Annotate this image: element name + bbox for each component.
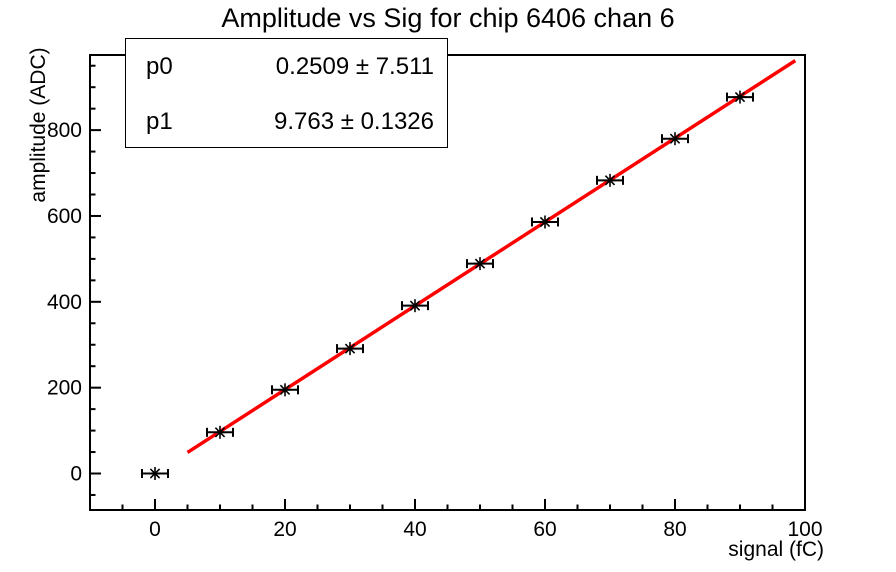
data-point [271, 383, 299, 397]
data-point [141, 467, 169, 481]
stats-param-name: p1 [146, 107, 173, 135]
marker-stroke [409, 300, 421, 311]
x-axis-title-anchor: signal (fC) [0, 538, 824, 562]
marker-stroke [279, 384, 291, 395]
x-tick-label: 60 [533, 518, 556, 541]
y-tick-label: 400 [47, 291, 82, 314]
x-tick-label: 20 [273, 518, 296, 541]
data-point [466, 257, 494, 271]
y-tick-label: 200 [47, 377, 82, 400]
data-point [726, 90, 754, 104]
data-point [661, 132, 689, 146]
fit-stats-box: p0 0.2509 ± 7.511 p1 9.763 ± 0.1326 [125, 38, 448, 148]
stats-row-p0: p0 0.2509 ± 7.511 [126, 39, 447, 94]
data-point [531, 215, 559, 229]
marker-stroke [149, 468, 161, 479]
y-axis-title: amplitude (ADC) [27, 47, 50, 203]
x-tick-label: 40 [403, 518, 426, 541]
marker-stroke [214, 427, 226, 438]
data-point [206, 425, 234, 439]
stats-param-value: 9.763 ± 0.1326 [274, 107, 434, 135]
data-point [401, 299, 429, 313]
marker-stroke [344, 343, 356, 354]
x-tick-label: 100 [787, 518, 822, 541]
plot-title: Amplitude vs Sig for chip 6406 chan 6 [221, 3, 675, 33]
marker-stroke [669, 133, 681, 144]
y-tick-label: 600 [47, 205, 82, 228]
marker-stroke [474, 258, 486, 269]
stats-param-value: 0.2509 ± 7.511 [275, 52, 434, 80]
x-tick-label: 80 [663, 518, 686, 541]
x-tick-label: 0 [149, 518, 161, 541]
stats-param-name: p0 [146, 52, 173, 80]
stats-row-p1: p1 9.763 ± 0.1326 [126, 94, 447, 149]
y-tick-label: 800 [47, 119, 82, 142]
marker-stroke [734, 91, 746, 103]
data-point [336, 342, 364, 356]
data-point [596, 173, 624, 187]
marker-stroke [604, 175, 616, 186]
x-axis-title: signal (fC) [728, 538, 824, 561]
y-tick-label: 0 [70, 463, 82, 486]
marker-stroke [539, 216, 551, 228]
